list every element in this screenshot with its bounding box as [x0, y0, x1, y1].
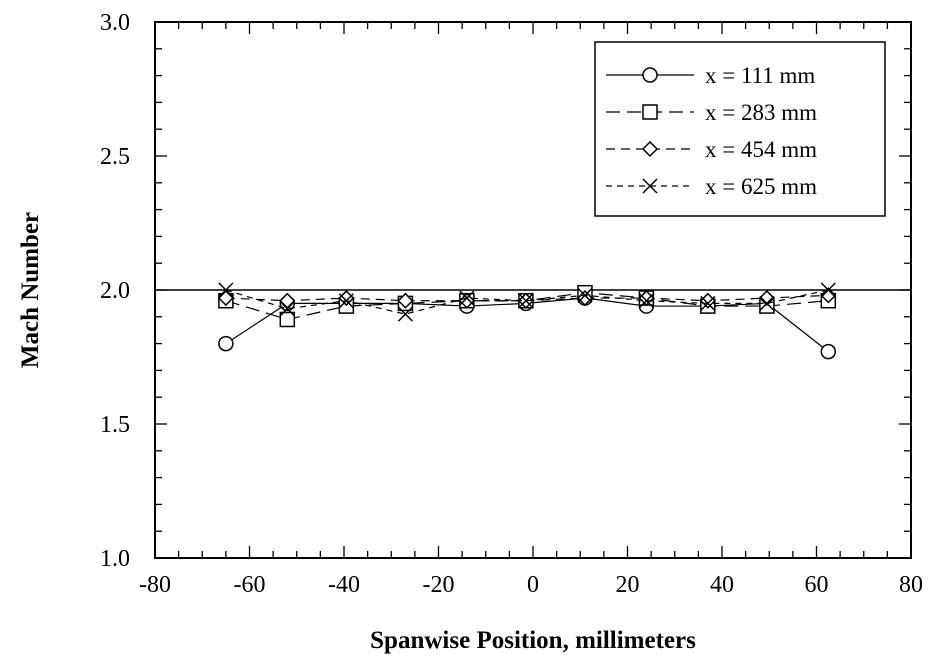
data-point — [458, 292, 475, 309]
data-point — [338, 293, 354, 309]
x-tick-label: 80 — [899, 572, 923, 598]
x-tick-label: 40 — [710, 572, 734, 598]
data-point — [700, 295, 716, 311]
legend-label: x = 283 mm — [705, 100, 817, 125]
x-tick-labels: -80 -60 -40 -20 0 20 40 60 80 — [139, 572, 923, 598]
series-line — [225, 289, 829, 315]
data-point — [576, 289, 594, 307]
legend-box — [594, 41, 886, 217]
data-point — [397, 306, 413, 322]
legend-entry: x = 625 mm — [606, 174, 817, 199]
data-point — [459, 290, 475, 306]
legend-marker — [642, 178, 658, 194]
x-tick-label: -60 — [234, 572, 266, 598]
axis-ticks — [154, 21, 912, 559]
data-point — [279, 311, 296, 328]
y-tick-label: 1.0 — [100, 546, 130, 572]
legend-entry: x = 283 mm — [606, 100, 817, 125]
data-point — [397, 292, 414, 309]
legend-label: x = 454 mm — [705, 137, 817, 162]
y-axis-title: Mach Number — [17, 212, 44, 368]
legend-items: x = 111 mm x = 283 mm x = 454 mm x = 625 mm — [606, 63, 817, 199]
data-point — [518, 293, 534, 309]
y-tick-label: 2.0 — [100, 278, 130, 304]
legend-label: x = 111 mm — [705, 63, 815, 88]
x-tick-label: 20 — [616, 572, 640, 598]
data-point — [820, 343, 837, 360]
data-point — [218, 335, 234, 352]
series-4 — [218, 282, 836, 322]
legend-marker — [641, 140, 659, 158]
x-tick-label: 0 — [527, 572, 539, 598]
data-point — [759, 295, 775, 311]
legend-entry: x = 454 mm — [606, 137, 817, 162]
x-tick-label: 60 — [805, 572, 829, 598]
data-point — [279, 301, 295, 317]
x-tick-label: -40 — [328, 572, 360, 598]
legend-marker — [642, 67, 658, 83]
y-tick-label: 2.5 — [100, 144, 130, 170]
legend-entry: x = 111 mm — [606, 63, 815, 88]
legend-marker — [642, 104, 658, 120]
y-tick-label: 1.5 — [100, 412, 130, 438]
legend-label: x = 625 mm — [705, 174, 817, 199]
y-tick-labels: 1.0 1.5 2.0 2.5 3.0 — [100, 10, 130, 572]
series-layer — [217, 282, 837, 360]
x-axis-title: Spanwise Position, millimeters — [370, 627, 696, 654]
data-point — [820, 287, 837, 304]
data-point — [218, 282, 234, 298]
x-tick-label: -80 — [139, 572, 171, 598]
x-tick-label: -20 — [423, 572, 455, 598]
data-point — [758, 289, 775, 307]
y-tick-label: 3.0 — [100, 10, 130, 36]
data-point — [820, 282, 836, 298]
legend: x = 111 mm x = 283 mm x = 454 mm x = 625 mm — [594, 41, 886, 217]
data-point — [638, 293, 654, 309]
data-point — [577, 287, 593, 303]
